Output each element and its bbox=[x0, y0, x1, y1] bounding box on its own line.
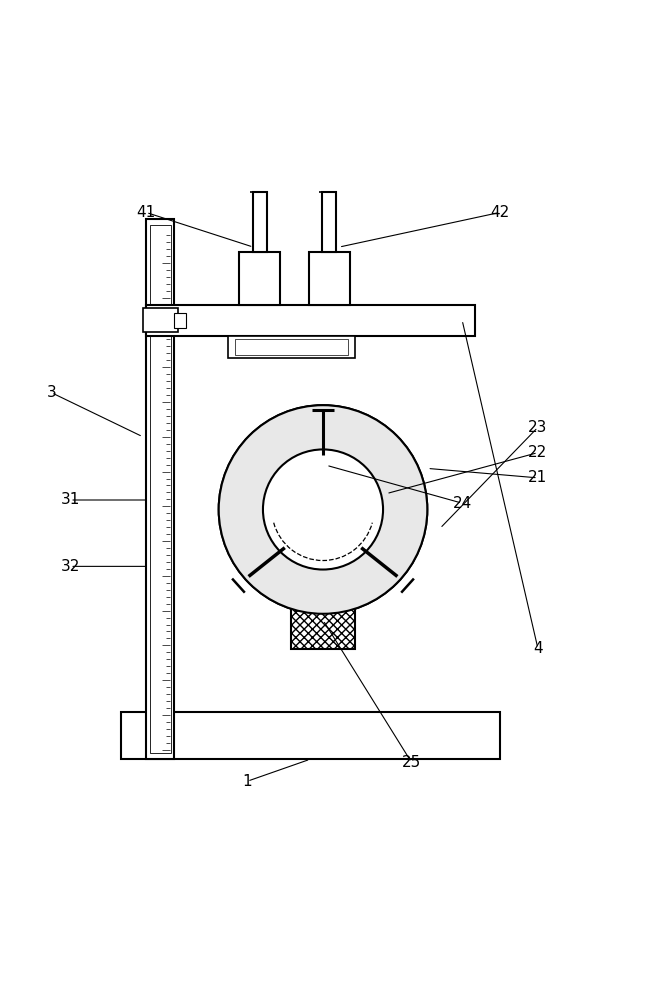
Text: 42: 42 bbox=[490, 205, 510, 220]
Circle shape bbox=[263, 449, 383, 570]
Bar bbox=[239, 252, 280, 305]
Bar bbox=[146, 219, 174, 759]
Bar bbox=[228, 336, 355, 358]
Text: 21: 21 bbox=[528, 470, 548, 485]
Text: 24: 24 bbox=[452, 496, 472, 511]
Text: 32: 32 bbox=[61, 559, 80, 574]
Bar bbox=[146, 305, 475, 336]
Bar bbox=[143, 308, 178, 332]
Bar bbox=[234, 339, 348, 355]
Bar bbox=[322, 192, 337, 252]
Text: 3: 3 bbox=[47, 385, 56, 400]
Text: 31: 31 bbox=[61, 492, 80, 508]
Bar bbox=[291, 607, 355, 649]
Text: 1: 1 bbox=[242, 774, 252, 789]
Text: 4: 4 bbox=[533, 641, 543, 656]
Bar bbox=[121, 712, 500, 759]
Bar bbox=[174, 313, 186, 328]
Text: 22: 22 bbox=[528, 445, 548, 460]
Circle shape bbox=[219, 405, 427, 614]
Bar bbox=[150, 225, 171, 753]
Wedge shape bbox=[219, 405, 427, 614]
Bar bbox=[253, 192, 267, 252]
Bar bbox=[309, 252, 350, 305]
Text: 23: 23 bbox=[528, 420, 548, 435]
Text: 41: 41 bbox=[136, 205, 156, 220]
Text: 25: 25 bbox=[402, 755, 421, 770]
